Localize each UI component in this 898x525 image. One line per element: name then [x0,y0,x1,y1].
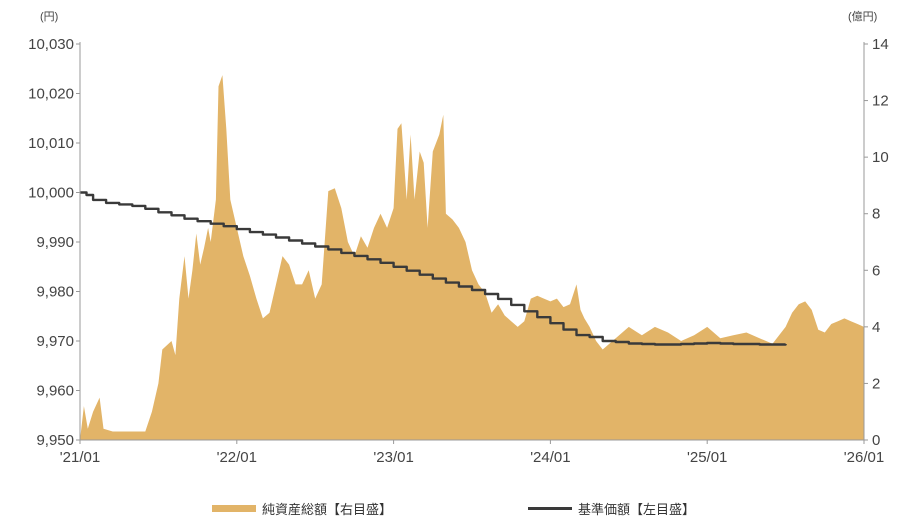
legend-net-assets-label: 純資産総額【右目盛】 [262,501,393,517]
legend-net-assets: 純資産総額【右目盛】 [212,498,392,518]
right-tick-label: 14 [872,36,889,53]
left-tick-label: 10,010 [28,135,74,152]
left-tick-label: 9,950 [36,432,74,449]
right-axis-unit: (億円) [848,10,877,23]
left-tick-label: 10,020 [28,86,74,103]
left-tick-label: 9,990 [36,234,74,251]
x-tick-label: '23/01 [373,449,413,466]
right-tick-label: 2 [872,375,880,392]
left-tick-label: 10,000 [28,185,74,202]
nav-line [80,191,787,346]
right-tick-label: 10 [872,149,889,166]
left-tick-label: 10,030 [28,36,74,53]
right-tick-label: 6 [872,262,880,279]
legend-nav: 基準価額【左目盛】 [528,498,695,518]
legend-area-swatch [212,504,256,512]
right-tick-label: 8 [872,206,880,223]
left-tick-label: 9,960 [36,383,74,400]
x-tick-label: '21/01 [60,449,100,466]
axes-layer: 10,030 10,020 10,010 10,000 9,990 9,980 9,970 9… [28,36,889,466]
right-tick-label: 0 [872,432,880,449]
net-assets-area-layer [80,75,864,440]
right-tick-label: 12 [872,93,889,110]
x-tick-label: '24/01 [530,449,570,466]
x-tick-label: '22/01 [217,449,257,466]
left-axis-unit: (円) [40,11,58,23]
net-assets-area [80,75,864,440]
right-tick-label: 4 [872,319,880,336]
left-tick-label: 9,970 [36,333,74,350]
nav-line-layer [80,191,787,346]
x-tick-label: '25/01 [687,449,727,466]
legend-nav-label: 基準価額【左目盛】 [578,501,696,517]
left-tick-label: 9,980 [36,284,74,301]
x-tick-label: '26/01 [844,449,884,466]
legend-line-swatch [528,506,572,510]
